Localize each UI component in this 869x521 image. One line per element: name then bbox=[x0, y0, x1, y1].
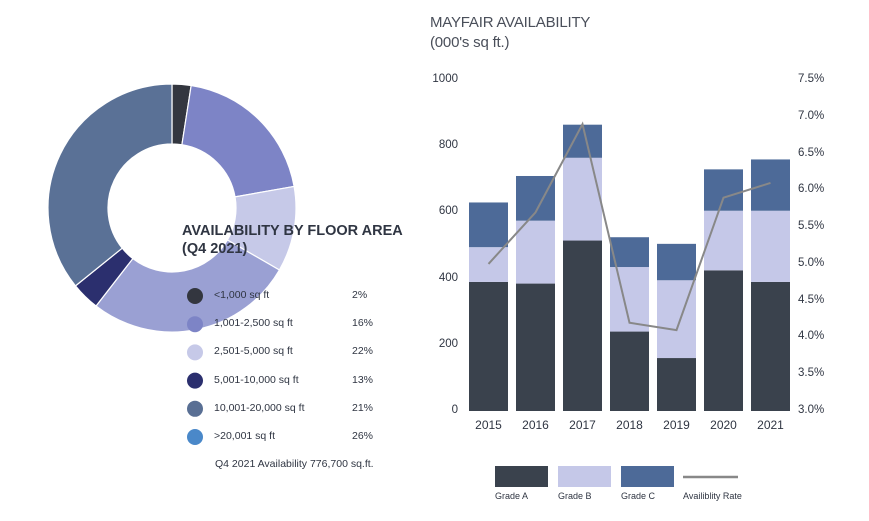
donut-title-line1: AVAILABILITY BY FLOOR AREA bbox=[182, 223, 403, 239]
legend-rate-label: Availiblity Rate bbox=[683, 491, 742, 501]
bar-segment bbox=[751, 210, 790, 282]
legend-swatch bbox=[187, 344, 203, 361]
legend-grade-a-swatch bbox=[495, 466, 548, 487]
bar-chart-subtitle: (000's sq ft.) bbox=[430, 34, 510, 51]
availability-rate-line bbox=[487, 121, 771, 332]
y2-tick-label: 7.5% bbox=[798, 73, 825, 85]
legend-grade-a-label: Grade A bbox=[495, 491, 529, 501]
y2-tick-label: 4.0% bbox=[798, 330, 825, 343]
legend-label: 2,501-5,000 sq ft bbox=[214, 345, 293, 358]
bar-segment bbox=[657, 358, 696, 411]
donut-slice bbox=[47, 83, 173, 287]
bar-segment bbox=[704, 210, 743, 271]
y2-tick-label: 6.0% bbox=[798, 183, 825, 196]
bar-segment bbox=[610, 237, 649, 268]
bar-chart-title: MAYFAIR AVAILABILITY bbox=[430, 14, 591, 31]
y-tick-label: 800 bbox=[438, 139, 458, 152]
y-tick-label: 0 bbox=[451, 404, 458, 416]
bar-segment bbox=[516, 283, 555, 411]
legend-label: 1,001-2,500 sq ft bbox=[214, 317, 293, 330]
legend-grade-c-label: Grade C bbox=[621, 491, 656, 501]
y2-tick-label: 3.0% bbox=[798, 404, 825, 416]
legend-label: >20,001 sq ft bbox=[214, 430, 276, 442]
bar-segment bbox=[610, 331, 649, 411]
y-tick-label: 1000 bbox=[432, 73, 458, 85]
bar-segment bbox=[704, 169, 743, 211]
x-tick-label: 2018 bbox=[616, 418, 643, 432]
bar-segment bbox=[469, 281, 508, 411]
y-tick-label: 200 bbox=[438, 337, 458, 350]
y2-tick-label: 5.5% bbox=[798, 220, 825, 233]
legend-percent: 13% bbox=[352, 373, 374, 386]
x-tick-label: 2019 bbox=[663, 418, 690, 432]
legend-swatch bbox=[187, 288, 203, 304]
legend-swatch bbox=[187, 400, 203, 417]
x-tick-label: 2015 bbox=[475, 418, 502, 432]
bar-segment bbox=[751, 159, 790, 211]
legend-grade-b-label: Grade B bbox=[558, 491, 592, 501]
bar-segment bbox=[704, 270, 743, 411]
donut-slice bbox=[95, 239, 281, 333]
bar-segment bbox=[751, 281, 790, 411]
legend-percent: 2% bbox=[352, 289, 368, 301]
donut-slice bbox=[181, 84, 295, 198]
legend-percent: 21% bbox=[352, 401, 374, 414]
y-tick-label: 600 bbox=[438, 205, 458, 218]
x-tick-label: 2016 bbox=[522, 418, 549, 432]
legend-label: <1,000 sq ft bbox=[214, 289, 270, 301]
bar-segment bbox=[563, 240, 602, 411]
bar-segment bbox=[469, 202, 508, 248]
donut-title: AVAILABILITY BY FLOOR AREA (Q4 2021) bbox=[182, 222, 403, 258]
bar-segment bbox=[469, 247, 508, 282]
legend-label: 10,001-20,000 sq ft bbox=[214, 401, 305, 414]
y2-tick-label: 5.0% bbox=[798, 256, 825, 269]
legend-label: 5,001-10,000 sq ft bbox=[214, 373, 299, 386]
legend-swatch bbox=[187, 429, 203, 445]
bar-segment bbox=[657, 243, 696, 281]
y2-tick-label: 3.5% bbox=[798, 367, 825, 380]
y-tick-label: 400 bbox=[438, 271, 458, 284]
bar-segment bbox=[516, 175, 555, 221]
y2-tick-label: 6.5% bbox=[798, 146, 825, 159]
legend-swatch bbox=[187, 372, 203, 389]
legend-grade-b-swatch bbox=[558, 466, 611, 487]
donut-title-line2: (Q4 2021) bbox=[182, 241, 248, 257]
legend-percent: 22% bbox=[352, 345, 374, 358]
legend-percent: 26% bbox=[352, 430, 374, 442]
y2-tick-label: 7.0% bbox=[798, 109, 825, 122]
bar-segment bbox=[563, 124, 602, 158]
availability-note: Q4 2021 Availability 776,700 sq.ft. bbox=[215, 458, 374, 470]
legend-swatch bbox=[187, 316, 203, 333]
x-tick-label: 2021 bbox=[757, 418, 784, 432]
y2-tick-label: 4.5% bbox=[798, 293, 825, 306]
x-tick-label: 2017 bbox=[569, 418, 596, 432]
legend-percent: 16% bbox=[352, 317, 374, 330]
bar-segment bbox=[563, 157, 602, 241]
legend-grade-c-swatch bbox=[621, 466, 674, 487]
x-tick-label: 2020 bbox=[710, 418, 737, 432]
bar-segment bbox=[516, 220, 555, 284]
